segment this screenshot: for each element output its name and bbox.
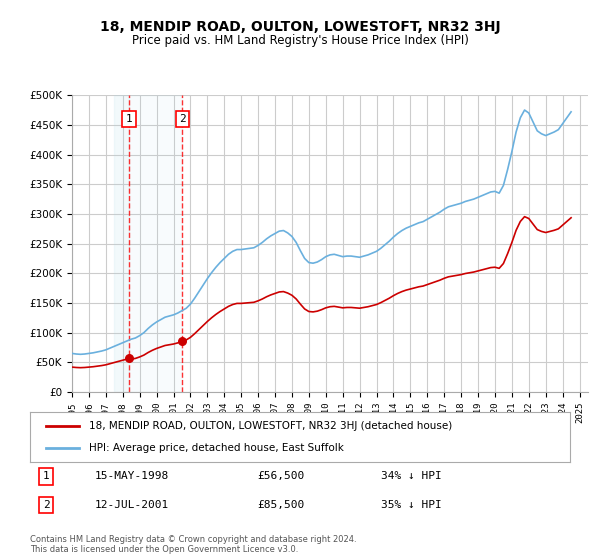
Point (124, 354, 134, 363)
Text: 12-JUL-2001: 12-JUL-2001 (95, 500, 169, 510)
Text: Price paid vs. HM Land Registry's House Price Index (HPI): Price paid vs. HM Land Registry's House … (131, 34, 469, 46)
Text: 1: 1 (43, 471, 50, 481)
Text: 2: 2 (179, 114, 186, 124)
Text: 1: 1 (126, 114, 133, 124)
Text: 35% ↓ HPI: 35% ↓ HPI (381, 500, 442, 510)
Text: 18, MENDIP ROAD, OULTON, LOWESTOFT, NR32 3HJ (detached house): 18, MENDIP ROAD, OULTON, LOWESTOFT, NR32… (89, 421, 452, 431)
Bar (114, 95, 129, 392)
Text: 34% ↓ HPI: 34% ↓ HPI (381, 471, 442, 481)
Text: £85,500: £85,500 (257, 500, 304, 510)
Text: Contains HM Land Registry data © Crown copyright and database right 2024.
This d: Contains HM Land Registry data © Crown c… (30, 535, 356, 554)
Text: £56,500: £56,500 (257, 471, 304, 481)
Text: HPI: Average price, detached house, East Suffolk: HPI: Average price, detached house, East… (89, 443, 344, 453)
Point (178, 337, 187, 346)
Text: 18, MENDIP ROAD, OULTON, LOWESTOFT, NR32 3HJ: 18, MENDIP ROAD, OULTON, LOWESTOFT, NR32… (100, 20, 500, 34)
Bar (129, 95, 182, 392)
Text: 2: 2 (43, 500, 50, 510)
Text: 15-MAY-1998: 15-MAY-1998 (95, 471, 169, 481)
